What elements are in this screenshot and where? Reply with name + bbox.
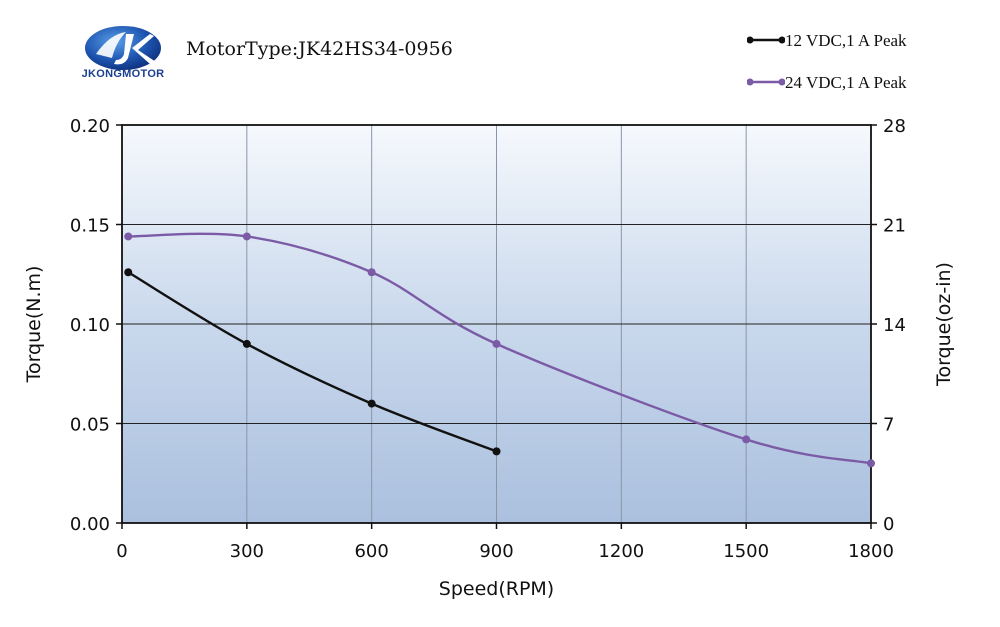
data-point-12vdc: [124, 268, 133, 277]
series-line-12vdc: [127, 271, 497, 453]
x-tick-label: 0: [116, 541, 127, 562]
y-tick-label: 0.05: [70, 415, 110, 436]
y2-tick-label: 28: [883, 116, 906, 137]
x-axis-title: Speed(RPM): [439, 578, 554, 600]
y-tick-label: 0.10: [70, 315, 110, 336]
y2-tick-label: 21: [883, 216, 906, 237]
y-tick-label: 0.20: [70, 116, 110, 137]
data-point-24vdc: [242, 232, 251, 241]
x-tick-label: 900: [479, 541, 513, 562]
brand-logo: [68, 24, 178, 90]
y2-tick-label: 14: [883, 315, 906, 336]
grid-lines: [122, 125, 871, 523]
legend-label-12vdc: 12 VDC,1 A Peak: [785, 31, 907, 50]
legend-swatch-24vdc: [747, 78, 785, 86]
motor-type-title: MotorType:JK42HS34-0956: [186, 38, 453, 60]
x-tick-label: 600: [354, 541, 388, 562]
data-point-12vdc: [367, 399, 376, 408]
y2-tick-label: 0: [883, 514, 894, 535]
logo-globe-icon: [85, 26, 161, 70]
axes: [116, 124, 877, 529]
data-point-12vdc: [492, 447, 501, 456]
x-tick-label: 1500: [723, 541, 769, 562]
data-point-24vdc: [742, 435, 751, 444]
y-tick-label: 0.15: [70, 216, 110, 237]
y-axis-title: Torque(N.m): [23, 266, 45, 384]
x-tick-label: 1200: [598, 541, 644, 562]
series-layer: [124, 232, 875, 468]
header: JKONGMOTOR MotorType:JK42HS34-0956 12 VD…: [0, 0, 1000, 110]
x-tick-label: 1800: [848, 541, 894, 562]
legend-swatch-12vdc: [747, 36, 785, 44]
y2-tick-label: 7: [883, 415, 894, 436]
data-point-24vdc: [867, 459, 875, 468]
axis-labels: 0 300 600 900 1200 1500 1800 0.00 0.05 0.10 0.15 0.…: [23, 116, 955, 600]
data-point-24vdc: [124, 232, 133, 241]
data-point-12vdc: [242, 339, 251, 348]
y2-axis-title: Torque(oz-in): [933, 262, 955, 387]
plot-frame: [121, 124, 872, 524]
legend-label-24vdc: 24 VDC,1 A Peak: [785, 73, 907, 92]
data-point-24vdc: [367, 268, 376, 277]
data-point-24vdc: [492, 339, 501, 348]
x-tick-label: 300: [230, 541, 264, 562]
y-tick-label: 0.00: [70, 514, 110, 535]
brand-name: JKONGMOTOR: [81, 68, 165, 80]
